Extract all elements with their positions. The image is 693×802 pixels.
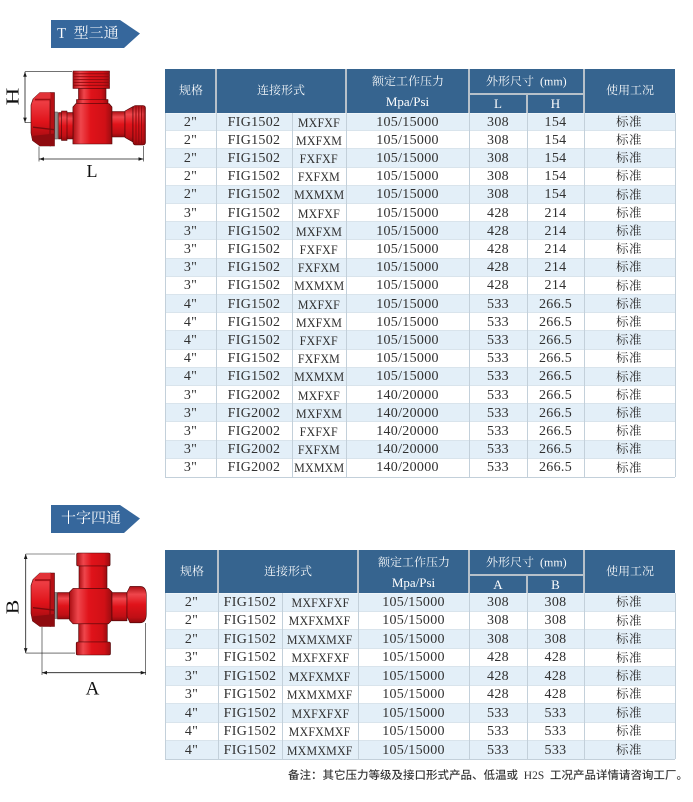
svg-text:H: H [3,88,23,106]
svg-text:B: B [3,600,22,615]
svg-text:L: L [87,161,98,181]
svg-text:A: A [86,679,100,698]
